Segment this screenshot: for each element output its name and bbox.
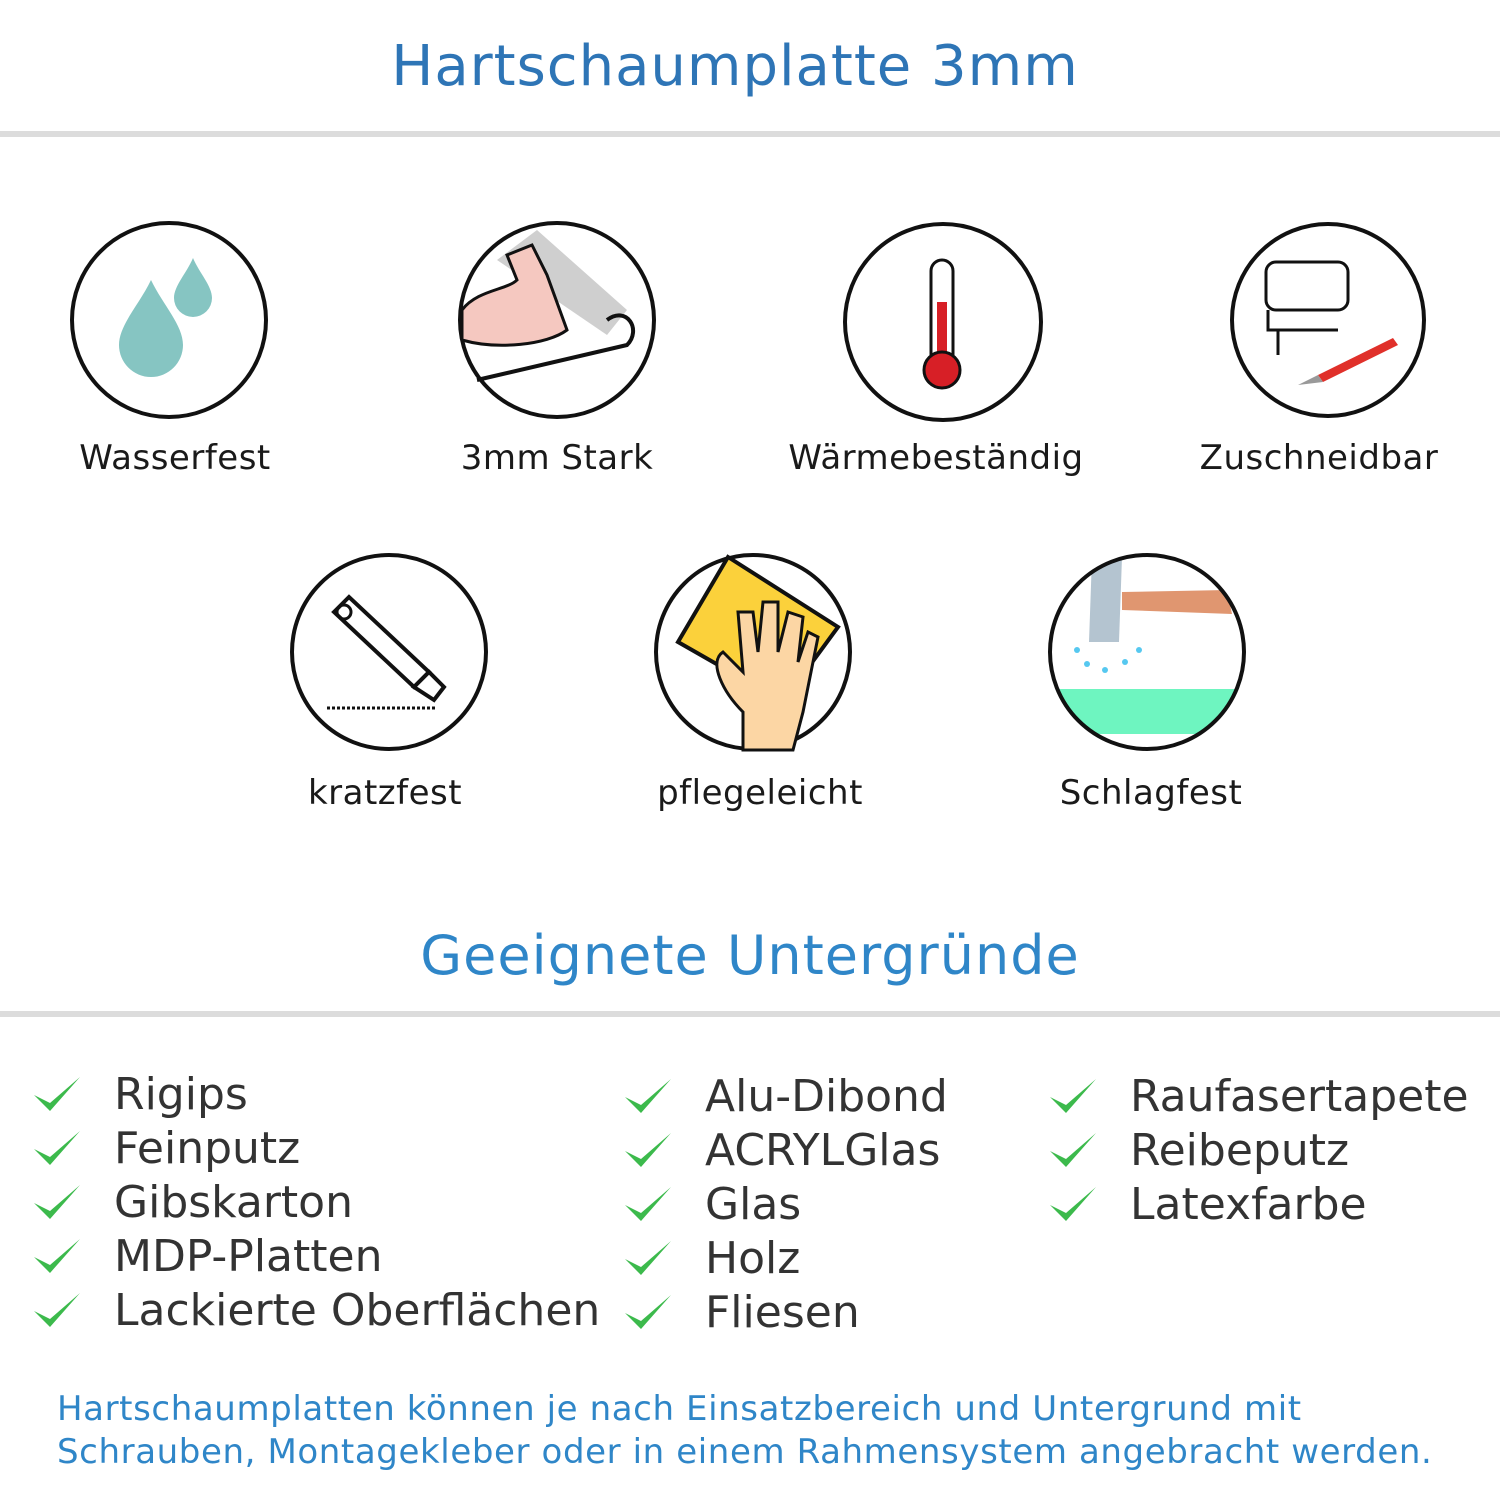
checkmark-icon — [34, 1077, 80, 1111]
list-item: Fliesen — [623, 1286, 948, 1340]
box-cutter-icon — [290, 553, 488, 751]
checkmark-icon — [625, 1295, 671, 1329]
feature-label: pflegeleicht — [657, 773, 863, 813]
hammer-icon — [1048, 553, 1246, 751]
list-item: Feinputz — [32, 1122, 600, 1176]
checkmark-icon — [1050, 1079, 1096, 1113]
checkmark-icon — [625, 1079, 671, 1113]
surface-label: ACRYLGlas — [705, 1125, 941, 1176]
footer-note: Hartschaumplatten können je nach Einsatz… — [57, 1388, 1432, 1474]
checkmark-icon — [34, 1239, 80, 1273]
surface-label: Latexfarbe — [1130, 1179, 1367, 1230]
footer-line: Schrauben, Montagekleber oder in einem R… — [57, 1432, 1433, 1472]
surface-column: Alu-Dibond ACRYLGlas Glas Holz Fliesen — [623, 1070, 948, 1340]
feature-label: Zuschneidbar — [1199, 438, 1439, 478]
surface-label: Feinputz — [114, 1123, 301, 1174]
list-item: Latexfarbe — [1048, 1178, 1469, 1232]
divider — [0, 131, 1500, 137]
feature-label: Wärmebeständig — [788, 438, 1084, 478]
feature-label: Schlagfest — [1059, 773, 1243, 813]
list-item: Lackierte Oberflächen — [32, 1284, 600, 1338]
surface-label: MDP-Platten — [114, 1231, 383, 1282]
list-item: Holz — [623, 1232, 948, 1286]
checkmark-icon — [625, 1133, 671, 1167]
surface-column: Raufasertapete Reibeputz Latexfarbe — [1048, 1070, 1469, 1232]
feature-label: kratzfest — [307, 773, 463, 813]
surface-column: Rigips Feinputz Gibskarton MDP-Platten Lacki… — [32, 1068, 600, 1338]
checkmark-icon — [1050, 1187, 1096, 1221]
thermometer-icon — [843, 222, 1043, 422]
surface-label: Alu-Dibond — [705, 1071, 948, 1122]
surface-label: Holz — [705, 1233, 801, 1284]
water-drops-icon — [70, 221, 268, 419]
list-item: MDP-Platten — [32, 1230, 600, 1284]
page-title: Hartschaumplatte 3mm — [391, 34, 1079, 99]
checkmark-icon — [34, 1185, 80, 1219]
strong-arm-icon — [458, 221, 656, 419]
surface-label: Fliesen — [705, 1287, 860, 1338]
checkmark-icon — [625, 1241, 671, 1275]
list-item: Alu-Dibond — [623, 1070, 948, 1124]
feature-label: Wasserfest — [79, 438, 271, 478]
jigsaw-cutter-icon — [1230, 222, 1426, 418]
list-item: Raufasertapete — [1048, 1070, 1469, 1124]
surface-label: Lackierte Oberflächen — [114, 1285, 601, 1336]
checkmark-icon — [625, 1187, 671, 1221]
surface-label: Glas — [705, 1179, 802, 1230]
surface-label: Gibskarton — [114, 1177, 353, 1228]
hand-cleaning-icon — [654, 553, 852, 752]
surface-label: Reibeputz — [1130, 1125, 1350, 1176]
checkmark-icon — [1050, 1133, 1096, 1167]
checkmark-icon — [34, 1131, 80, 1165]
footer-line: Hartschaumplatten können je nach Einsatz… — [57, 1389, 1302, 1429]
list-item: Gibskarton — [32, 1176, 600, 1230]
list-item: ACRYLGlas — [623, 1124, 948, 1178]
surface-label: Rigips — [114, 1069, 248, 1120]
list-item: Glas — [623, 1178, 948, 1232]
divider — [0, 1011, 1500, 1017]
surface-label: Raufasertapete — [1130, 1071, 1469, 1122]
feature-label: 3mm Stark — [460, 438, 654, 478]
list-item: Rigips — [32, 1068, 600, 1122]
checkmark-icon — [34, 1293, 80, 1327]
section-title: Geeignete Untergründe — [420, 924, 1080, 987]
list-item: Reibeputz — [1048, 1124, 1469, 1178]
